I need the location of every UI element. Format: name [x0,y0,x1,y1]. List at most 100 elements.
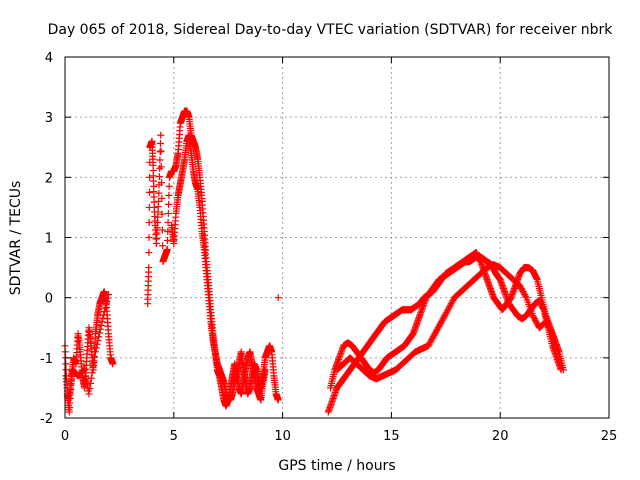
chart-title: Day 065 of 2018, Sidereal Day-to-day VTE… [48,22,614,38]
series-afternoon-rise-3 [333,261,563,383]
data-point [165,191,173,199]
data-point [546,325,554,333]
data-point [443,307,451,315]
series-morning-rise-2 [168,131,282,404]
data-point [542,318,550,326]
data-point [533,319,541,327]
data-point [155,189,163,197]
data-point [426,339,434,347]
data-point [95,333,103,341]
series-early-pass-2 [62,291,113,404]
series-isolated [274,294,282,302]
data-point [97,321,105,329]
y-tick-label: -2 [40,412,53,427]
data-point [100,308,108,316]
data-point [164,237,172,245]
data-points [61,107,567,416]
data-point [444,306,452,314]
data-point [157,163,165,171]
data-point [442,309,450,317]
data-point [145,218,153,226]
x-tick-label: 10 [274,429,291,444]
data-point [442,310,450,318]
data-point [89,364,97,372]
data-point [557,366,565,374]
data-point [449,297,457,305]
data-point [544,321,552,329]
data-point [521,291,529,299]
data-point [87,374,95,382]
data-point [544,322,552,330]
data-point [165,182,173,190]
data-point [274,294,282,302]
x-tick-label: 15 [383,429,400,444]
data-point [437,318,445,326]
data-point [543,319,551,327]
data-point [87,379,95,387]
data-point [439,315,447,323]
data-point [448,298,456,306]
data-point [555,348,563,356]
data-point [435,322,443,330]
data-point [146,173,154,181]
data-point [433,327,441,335]
x-tick-label: 20 [492,429,509,444]
x-tick-labels: 0 5 10 15 20 25 [61,429,617,444]
data-point [156,164,164,172]
data-point [102,301,110,309]
data-point [96,325,104,333]
data-point [157,147,165,155]
data-point [156,156,164,164]
x-axis-label: GPS time / hours [278,458,395,474]
data-point [516,282,524,290]
data-point [434,324,442,332]
data-point [158,226,166,234]
data-point [145,249,153,257]
data-point [109,360,117,368]
data-point [520,289,528,297]
data-point [532,318,540,326]
x-tick-label: 25 [601,429,618,444]
data-point [548,328,556,336]
data-point [545,324,553,332]
y-tick-label: 0 [45,292,53,307]
y-tick-labels: -2 -1 0 1 2 3 4 [40,51,53,427]
data-point [445,304,453,312]
data-point [446,303,454,311]
data-point [432,328,440,336]
data-point [159,242,167,250]
data-point [424,342,432,350]
data-point [440,313,448,321]
data-point [427,337,435,345]
data-point [446,301,454,309]
data-point [158,210,166,218]
data-point [96,329,104,337]
y-tick-label: 2 [45,171,53,186]
data-point [100,311,108,319]
axis-ticks [64,56,610,419]
data-point [447,300,455,308]
data-point [156,148,164,156]
data-point [155,173,163,181]
data-point [94,337,102,345]
data-point [437,319,445,327]
data-point [99,314,107,322]
data-point [88,369,96,377]
data-point [521,292,529,300]
data-point [519,288,527,296]
y-tick-label: 4 [45,51,53,66]
x-tick-label: 0 [61,429,69,444]
data-point [164,218,172,226]
data-point [274,396,282,404]
data-point [438,316,446,324]
data-point [517,285,525,293]
data-point [436,321,444,329]
data-point [158,179,166,187]
data-point [163,246,171,254]
data-point [91,353,99,361]
data-point [90,358,98,366]
data-point [164,209,172,217]
data-point [145,188,153,196]
data-point [92,344,100,352]
